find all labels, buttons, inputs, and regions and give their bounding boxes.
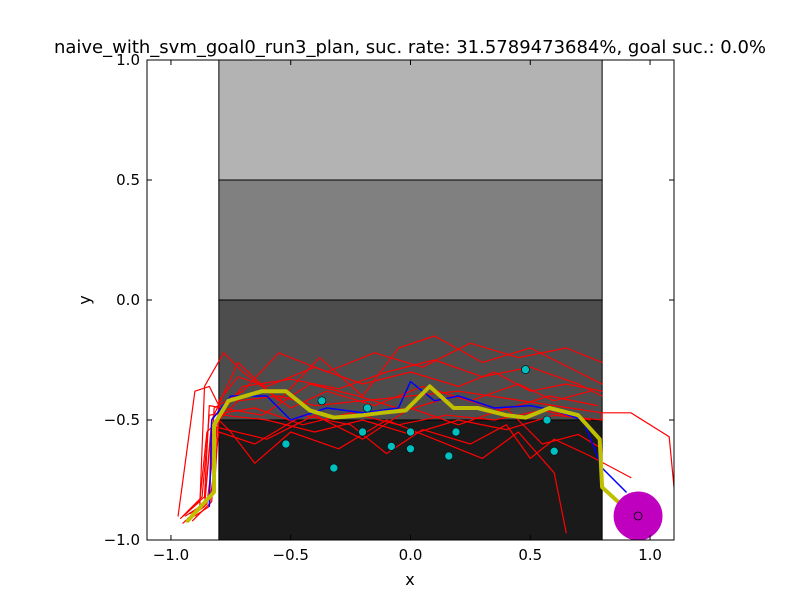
y-tick-label-2: 0.0 [116, 291, 140, 309]
x-tick-label-3: 0.5 [518, 546, 542, 564]
y-tick-label-3: 0.5 [116, 171, 140, 189]
x-axis-label: x [405, 570, 414, 589]
region-1 [218, 179, 603, 301]
x-tick-label-1: −0.5 [273, 546, 309, 564]
goal-marker [633, 511, 643, 521]
rollout-line-7 [177, 385, 674, 517]
y-tick-label-4: 1.0 [116, 51, 140, 69]
y-tick-label-0: −1.0 [104, 531, 140, 549]
obstacle-point-0 [281, 439, 291, 449]
obstacle-point-2 [329, 463, 339, 473]
plan-line-0 [185, 384, 633, 523]
obstacle-point-11 [542, 415, 552, 425]
rollout-line-6 [191, 366, 603, 522]
obstacle-point-8 [444, 451, 454, 461]
obstacle-point-7 [406, 444, 415, 454]
obstacle-point-1 [317, 396, 327, 406]
region-2 [218, 299, 603, 421]
x-tick-label-4: 1.0 [638, 546, 662, 564]
obstacle-point-3 [358, 427, 367, 437]
x-tick-label-2: 0.0 [399, 546, 423, 564]
obstacle-point-9 [451, 427, 461, 437]
obstacle-point-10 [521, 365, 530, 374]
y-axis-label: y [75, 295, 94, 304]
y-tick-label-1: −0.5 [104, 411, 140, 429]
obstacle-point-5 [387, 442, 396, 451]
rollout-line-11 [187, 383, 598, 512]
goal [613, 491, 663, 540]
rollout-line-9 [194, 414, 632, 517]
obstacle-points [281, 365, 559, 473]
rollout-line-8 [182, 352, 591, 524]
obstacle-point-4 [363, 403, 372, 413]
obstacle-point-12 [549, 446, 559, 456]
chart-title: naive_with_svm_goal0_run3_plan, suc. rat… [54, 37, 766, 58]
ticks: −1.0 −0.5 0.0 0.5 1.0 −1.0 −0.5 0.0 0.5 1.0 [104, 51, 674, 564]
trajectories [177, 335, 674, 534]
regions [218, 60, 603, 540]
rollout-line-0 [179, 390, 603, 520]
x-tick-label-0: −1.0 [153, 546, 189, 564]
obstacle-point-6 [406, 427, 415, 437]
region-0 [218, 60, 603, 181]
